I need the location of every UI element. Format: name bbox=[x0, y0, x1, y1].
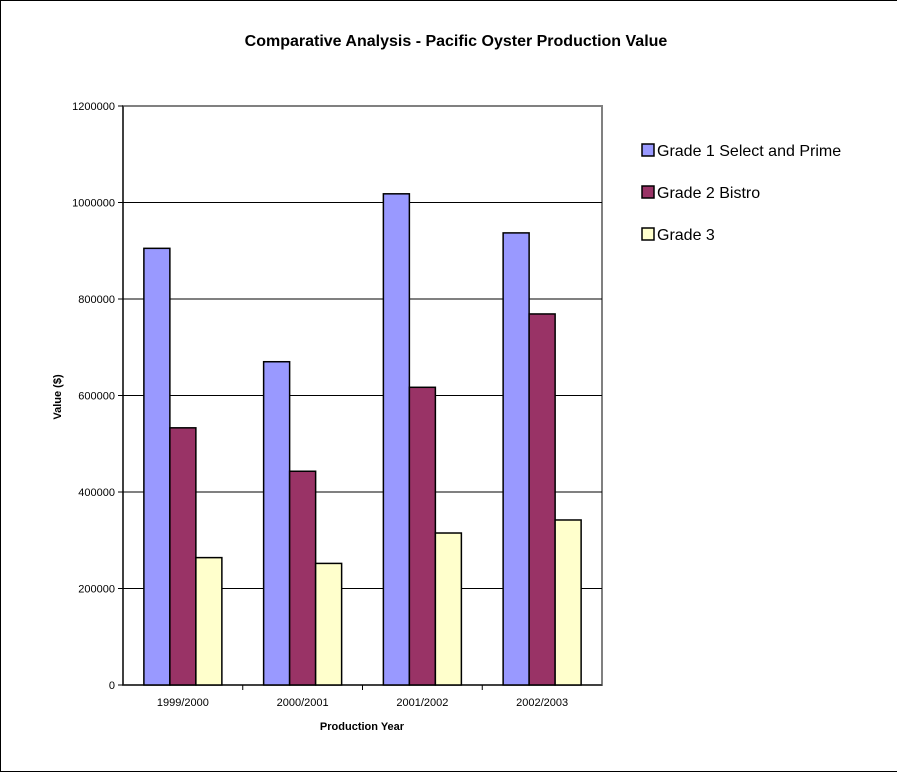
bar bbox=[382, 193, 411, 686]
x-axis-label: Production Year bbox=[320, 721, 405, 733]
bar bbox=[314, 562, 343, 686]
y-axis-label: Value ($) bbox=[52, 374, 64, 420]
bar bbox=[169, 427, 197, 686]
y-tick-label: 400000 bbox=[78, 487, 115, 499]
legend-swatch bbox=[641, 227, 655, 241]
bar bbox=[288, 470, 317, 686]
x-tick-label: 2000/2001 bbox=[277, 697, 329, 709]
bar bbox=[528, 313, 556, 686]
bar bbox=[502, 232, 530, 686]
y-tick-label: 0 bbox=[109, 680, 115, 692]
y-tick-label: 600000 bbox=[78, 391, 115, 403]
bar bbox=[408, 386, 437, 686]
y-tick-label: 1000000 bbox=[72, 198, 115, 210]
y-ticks: 0 200000 400000 600000 800000 1000000 1200000 bbox=[72, 101, 123, 692]
x-tick-label: 1999/2000 bbox=[157, 697, 209, 709]
chart-title: Comparative Analysis - Pacific Oyster Pr… bbox=[245, 33, 668, 50]
legend-label: Grade 3 bbox=[657, 227, 715, 244]
bar bbox=[434, 532, 463, 686]
legend-swatch bbox=[641, 143, 655, 157]
x-tick-label: 2001/2002 bbox=[396, 697, 448, 709]
x-ticks: 1999/2000 2000/2001 2001/2002 2002/2003 bbox=[157, 685, 568, 709]
y-tick-label: 200000 bbox=[78, 584, 115, 596]
y-tick-label: 800000 bbox=[78, 294, 115, 306]
bar bbox=[554, 519, 582, 686]
bar bbox=[262, 360, 291, 686]
legend-label: Grade 1 Select and Prime bbox=[657, 143, 841, 160]
bars bbox=[143, 193, 582, 686]
bar bbox=[195, 556, 223, 686]
legend: Grade 1 Select and Prime Grade 2 Bistro Gr… bbox=[641, 143, 841, 244]
legend-swatch bbox=[641, 185, 655, 199]
bar bbox=[143, 247, 171, 686]
legend-label: Grade 2 Bistro bbox=[657, 185, 760, 202]
y-tick-label: 1200000 bbox=[72, 101, 115, 113]
x-tick-label: 2002/2003 bbox=[516, 697, 568, 709]
